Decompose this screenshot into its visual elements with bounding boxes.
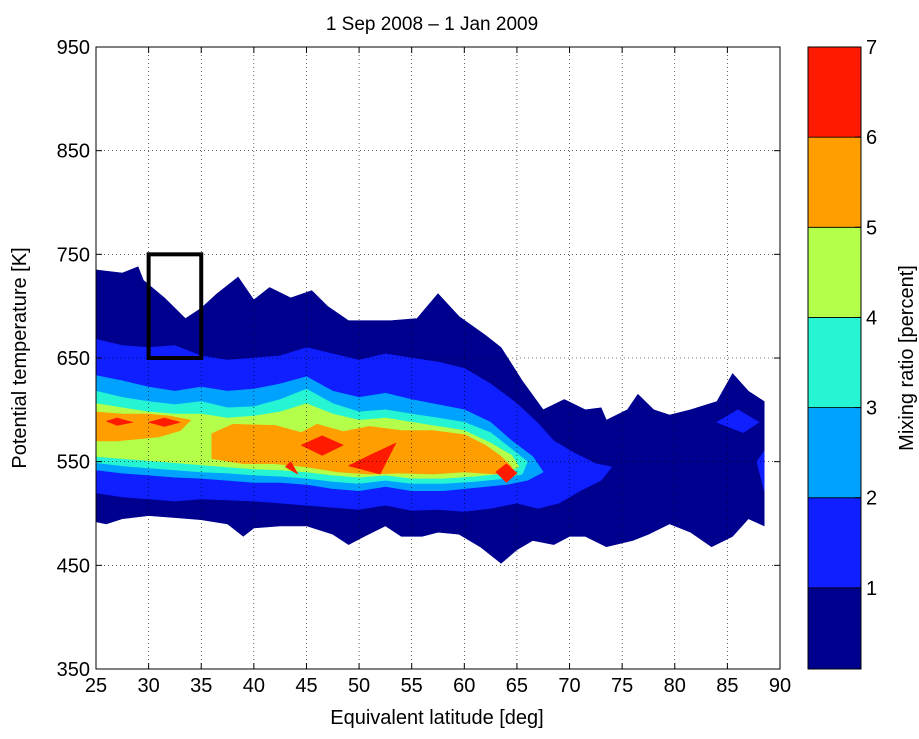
colorbar-segment <box>807 136 862 228</box>
x-tick-label: 65 <box>506 675 528 697</box>
highlight-box <box>146 252 204 360</box>
colorbar-segment <box>807 226 862 318</box>
x-tick-label: 40 <box>243 675 265 697</box>
colorbar-segment <box>807 587 862 670</box>
colorbar-tick-label: 4 <box>866 307 877 329</box>
x-tick-label: 30 <box>137 675 159 697</box>
chart-title: 1 Sep 2008 – 1 Jan 2009 <box>326 14 538 35</box>
x-tick-label: 50 <box>348 675 370 697</box>
y-axis-label: Potential temperature [K] <box>9 247 31 468</box>
x-tick-label: 25 <box>85 675 107 697</box>
contour-region-level-1 <box>716 409 760 433</box>
x-tick-label: 70 <box>558 675 580 697</box>
x-tick-label: 35 <box>190 675 212 697</box>
x-tick-label: 85 <box>716 675 738 697</box>
y-tick-label: 450 <box>57 555 90 577</box>
colorbar-segment <box>807 497 862 589</box>
axis-ticks: 25 30 35 40 45 50 55 60 65 70 75 80 85 90 350 450 550 650… <box>57 37 792 697</box>
y-tick-label: 650 <box>57 348 90 370</box>
colorbar-segment <box>807 407 862 499</box>
y-tick-label: 550 <box>57 452 90 474</box>
colorbar-tick-label: 2 <box>866 488 877 510</box>
x-tick-label: 90 <box>769 675 791 697</box>
contour-region-level-6 <box>148 417 181 427</box>
y-tick-label: 350 <box>57 659 90 681</box>
colorbar-tick-label: 1 <box>866 578 877 600</box>
y-tick-label: 750 <box>57 244 90 266</box>
y-tick-label: 950 <box>57 37 90 59</box>
contour-fills <box>96 266 765 564</box>
colorbar-segment <box>807 46 862 138</box>
colorbar: 1 2 3 4 5 6 7 <box>807 37 877 670</box>
colorbar-label: Mixing ratio [percent] <box>896 265 918 451</box>
x-tick-label: 45 <box>295 675 317 697</box>
contour-region-level-6 <box>300 435 344 456</box>
colorbar-frame <box>807 46 862 670</box>
x-tick-label: 80 <box>664 675 686 697</box>
contour-region-level-1 <box>756 450 765 492</box>
contour-region-level-6 <box>348 442 397 475</box>
x-axis-label: Equivalent latitude [deg] <box>330 707 544 729</box>
y-tick-label: 850 <box>57 141 90 163</box>
colorbar-tick-label: 6 <box>866 127 877 149</box>
x-tick-label: 55 <box>401 675 423 697</box>
x-tick-label: 75 <box>611 675 633 697</box>
colorbar-tick-label: 5 <box>866 217 877 239</box>
contour-region-level-6 <box>285 461 299 475</box>
x-tick-label: 60 <box>453 675 475 697</box>
contour-region-level-6 <box>106 417 134 426</box>
highlight-box-layer <box>146 252 204 360</box>
colorbar-segment <box>807 317 862 408</box>
contour-region-level-6 <box>495 463 518 483</box>
colorbar-tick-label: 7 <box>866 37 877 59</box>
colorbar-tick-label: 3 <box>866 398 877 420</box>
